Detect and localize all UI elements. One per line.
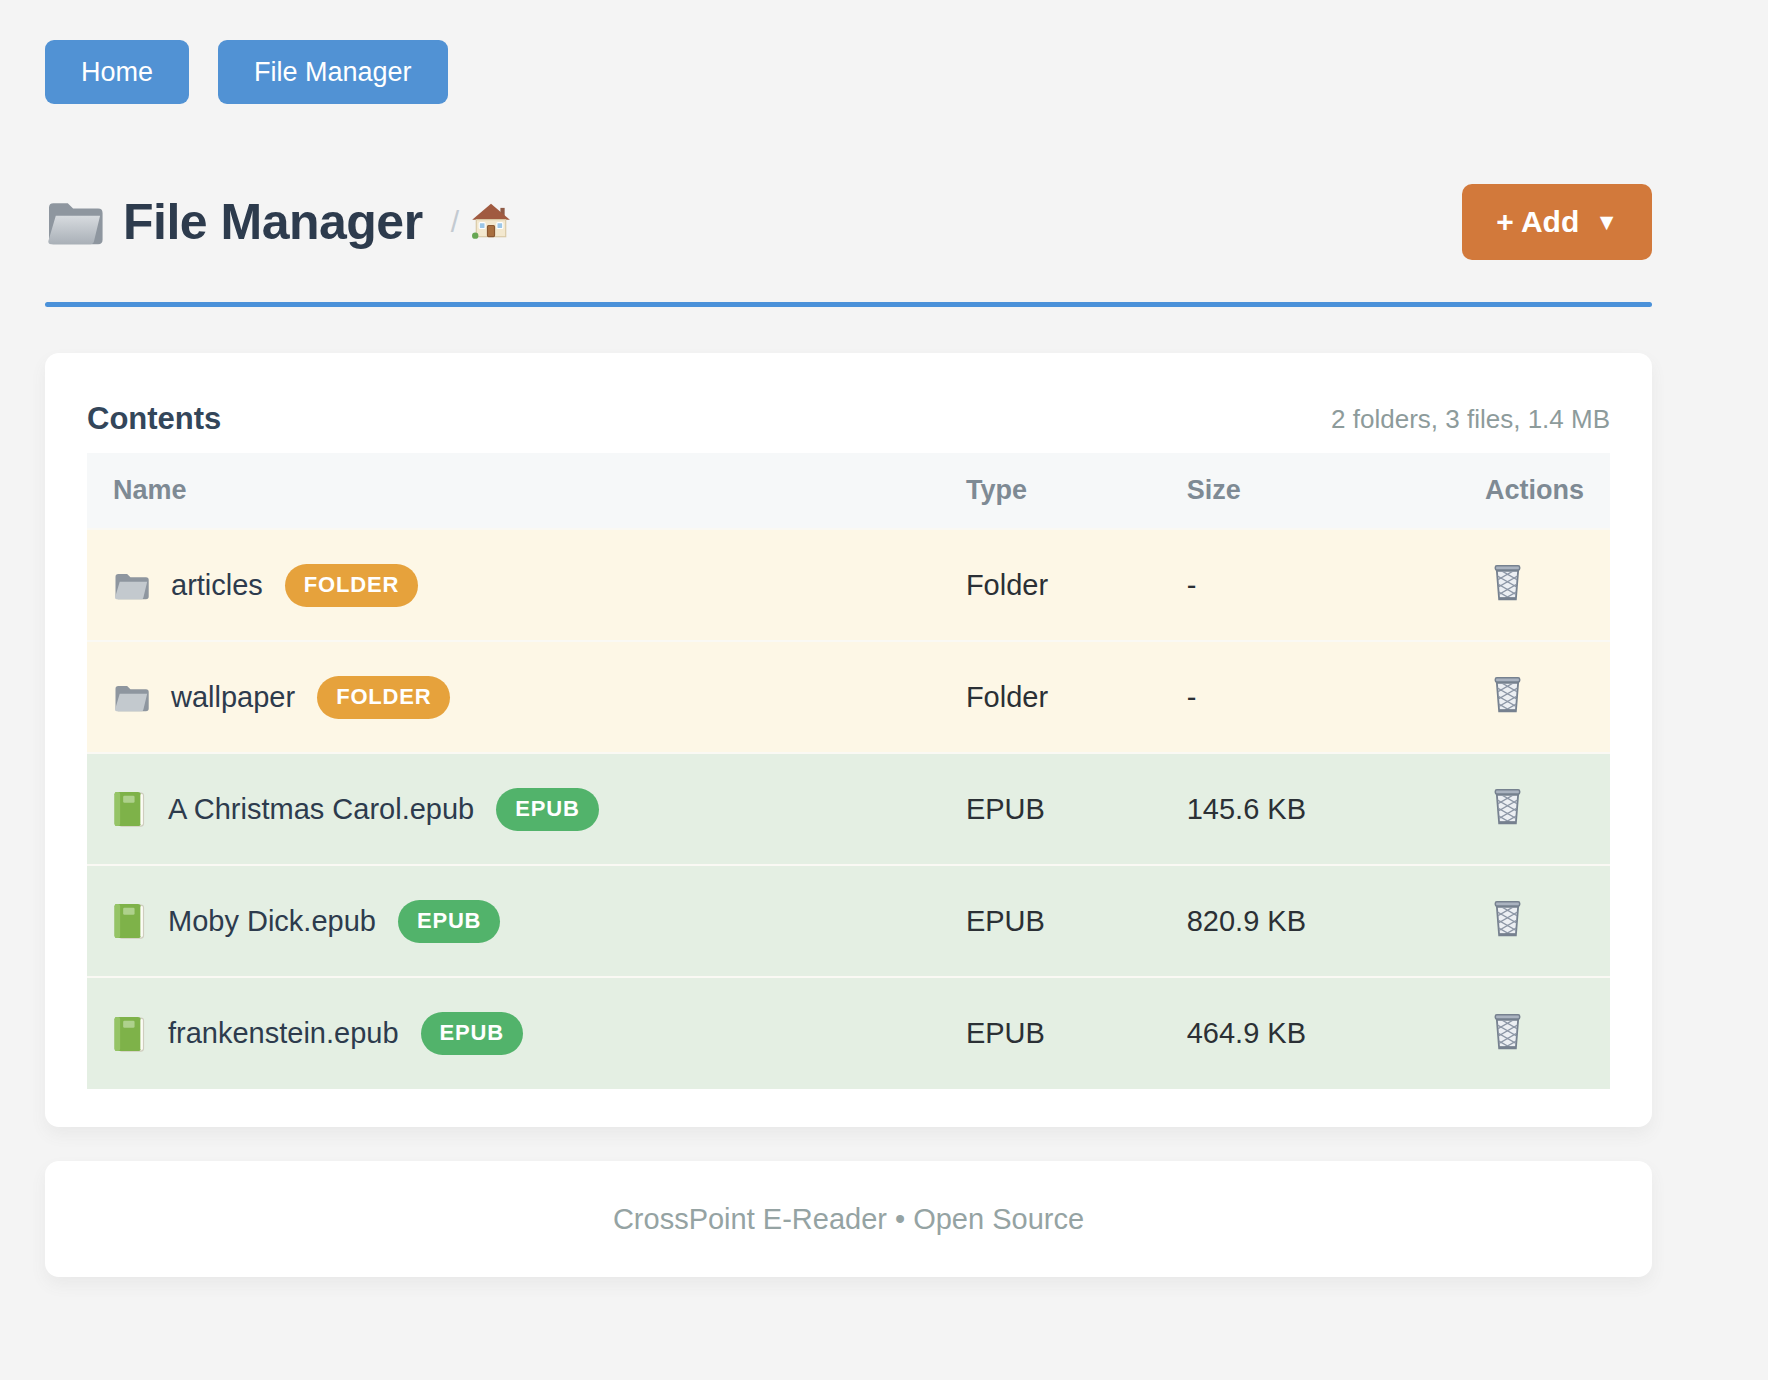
table-row: A Christmas Carol.epub EPUB EPUB 145.6 K… (87, 753, 1610, 865)
folder-icon (113, 682, 149, 713)
top-nav: Home File Manager (45, 40, 1652, 104)
delete-button[interactable] (1489, 785, 1526, 826)
type-cell: EPUB (940, 865, 1161, 977)
page: Home File Manager File Manager / (45, 0, 1652, 1277)
type-cell: EPUB (940, 753, 1161, 865)
contents-card: Contents 2 folders, 3 files, 1.4 MB Name… (45, 353, 1652, 1127)
type-badge: FOLDER (285, 564, 418, 607)
delete-button[interactable] (1489, 561, 1526, 602)
book-icon (113, 790, 146, 828)
page-header: File Manager / + Add ▼ (45, 184, 1652, 260)
folder-icon (45, 197, 103, 247)
file-name[interactable]: A Christmas Carol.epub (168, 793, 474, 826)
table-row: Moby Dick.epub EPUB EPUB 820.9 KB (87, 865, 1610, 977)
nav-file-manager-button[interactable]: File Manager (218, 40, 448, 104)
type-cell: Folder (940, 529, 1161, 641)
trash-icon (1489, 702, 1526, 717)
file-table: Name Type Size Actions articles FOLDER (87, 453, 1610, 1089)
book-icon (113, 1015, 146, 1053)
breadcrumb: / (451, 202, 511, 242)
footer-text: CrossPoint E-Reader • Open Source (613, 1203, 1084, 1236)
column-header-size: Size (1161, 453, 1389, 529)
footer: CrossPoint E-Reader • Open Source (45, 1161, 1652, 1277)
size-cell: - (1161, 641, 1389, 753)
table-row: wallpaper FOLDER Folder - (87, 641, 1610, 753)
column-header-actions: Actions (1389, 453, 1610, 529)
column-header-name: Name (87, 453, 940, 529)
size-cell: 820.9 KB (1161, 865, 1389, 977)
card-title: Contents (87, 401, 221, 437)
column-header-type: Type (940, 453, 1161, 529)
trash-icon (1489, 926, 1526, 941)
trash-icon (1489, 590, 1526, 605)
trash-icon (1489, 814, 1526, 829)
page-title: File Manager (123, 193, 423, 251)
contents-summary: 2 folders, 3 files, 1.4 MB (1331, 404, 1610, 435)
type-cell: EPUB (940, 977, 1161, 1089)
delete-button[interactable] (1489, 673, 1526, 714)
trash-icon (1489, 1039, 1526, 1054)
folder-icon (113, 570, 149, 601)
house-icon[interactable] (471, 202, 511, 242)
delete-button[interactable] (1489, 897, 1526, 938)
table-row: articles FOLDER Folder - (87, 529, 1610, 641)
size-cell: 464.9 KB (1161, 977, 1389, 1089)
breadcrumb-separator: / (451, 205, 459, 239)
file-name[interactable]: Moby Dick.epub (168, 905, 376, 938)
type-cell: Folder (940, 641, 1161, 753)
size-cell: - (1161, 529, 1389, 641)
type-badge: FOLDER (317, 676, 450, 719)
nav-home-button[interactable]: Home (45, 40, 189, 104)
type-badge: EPUB (398, 900, 500, 943)
delete-button[interactable] (1489, 1010, 1526, 1051)
size-cell: 145.6 KB (1161, 753, 1389, 865)
table-row: frankenstein.epub EPUB EPUB 464.9 KB (87, 977, 1610, 1089)
add-button[interactable]: + Add ▼ (1462, 184, 1652, 260)
title-group: File Manager / (45, 193, 511, 251)
book-icon (113, 902, 146, 940)
file-name[interactable]: frankenstein.epub (168, 1017, 399, 1050)
type-badge: EPUB (421, 1012, 523, 1055)
contents-card-header: Contents 2 folders, 3 files, 1.4 MB (87, 401, 1610, 437)
chevron-down-icon: ▼ (1595, 211, 1618, 234)
file-name[interactable]: wallpaper (171, 681, 295, 714)
table-header-row: Name Type Size Actions (87, 453, 1610, 529)
accent-divider (45, 302, 1652, 307)
file-name[interactable]: articles (171, 569, 263, 602)
type-badge: EPUB (496, 788, 598, 831)
table-body: articles FOLDER Folder - (87, 529, 1610, 1089)
add-button-label: + Add (1496, 205, 1579, 239)
